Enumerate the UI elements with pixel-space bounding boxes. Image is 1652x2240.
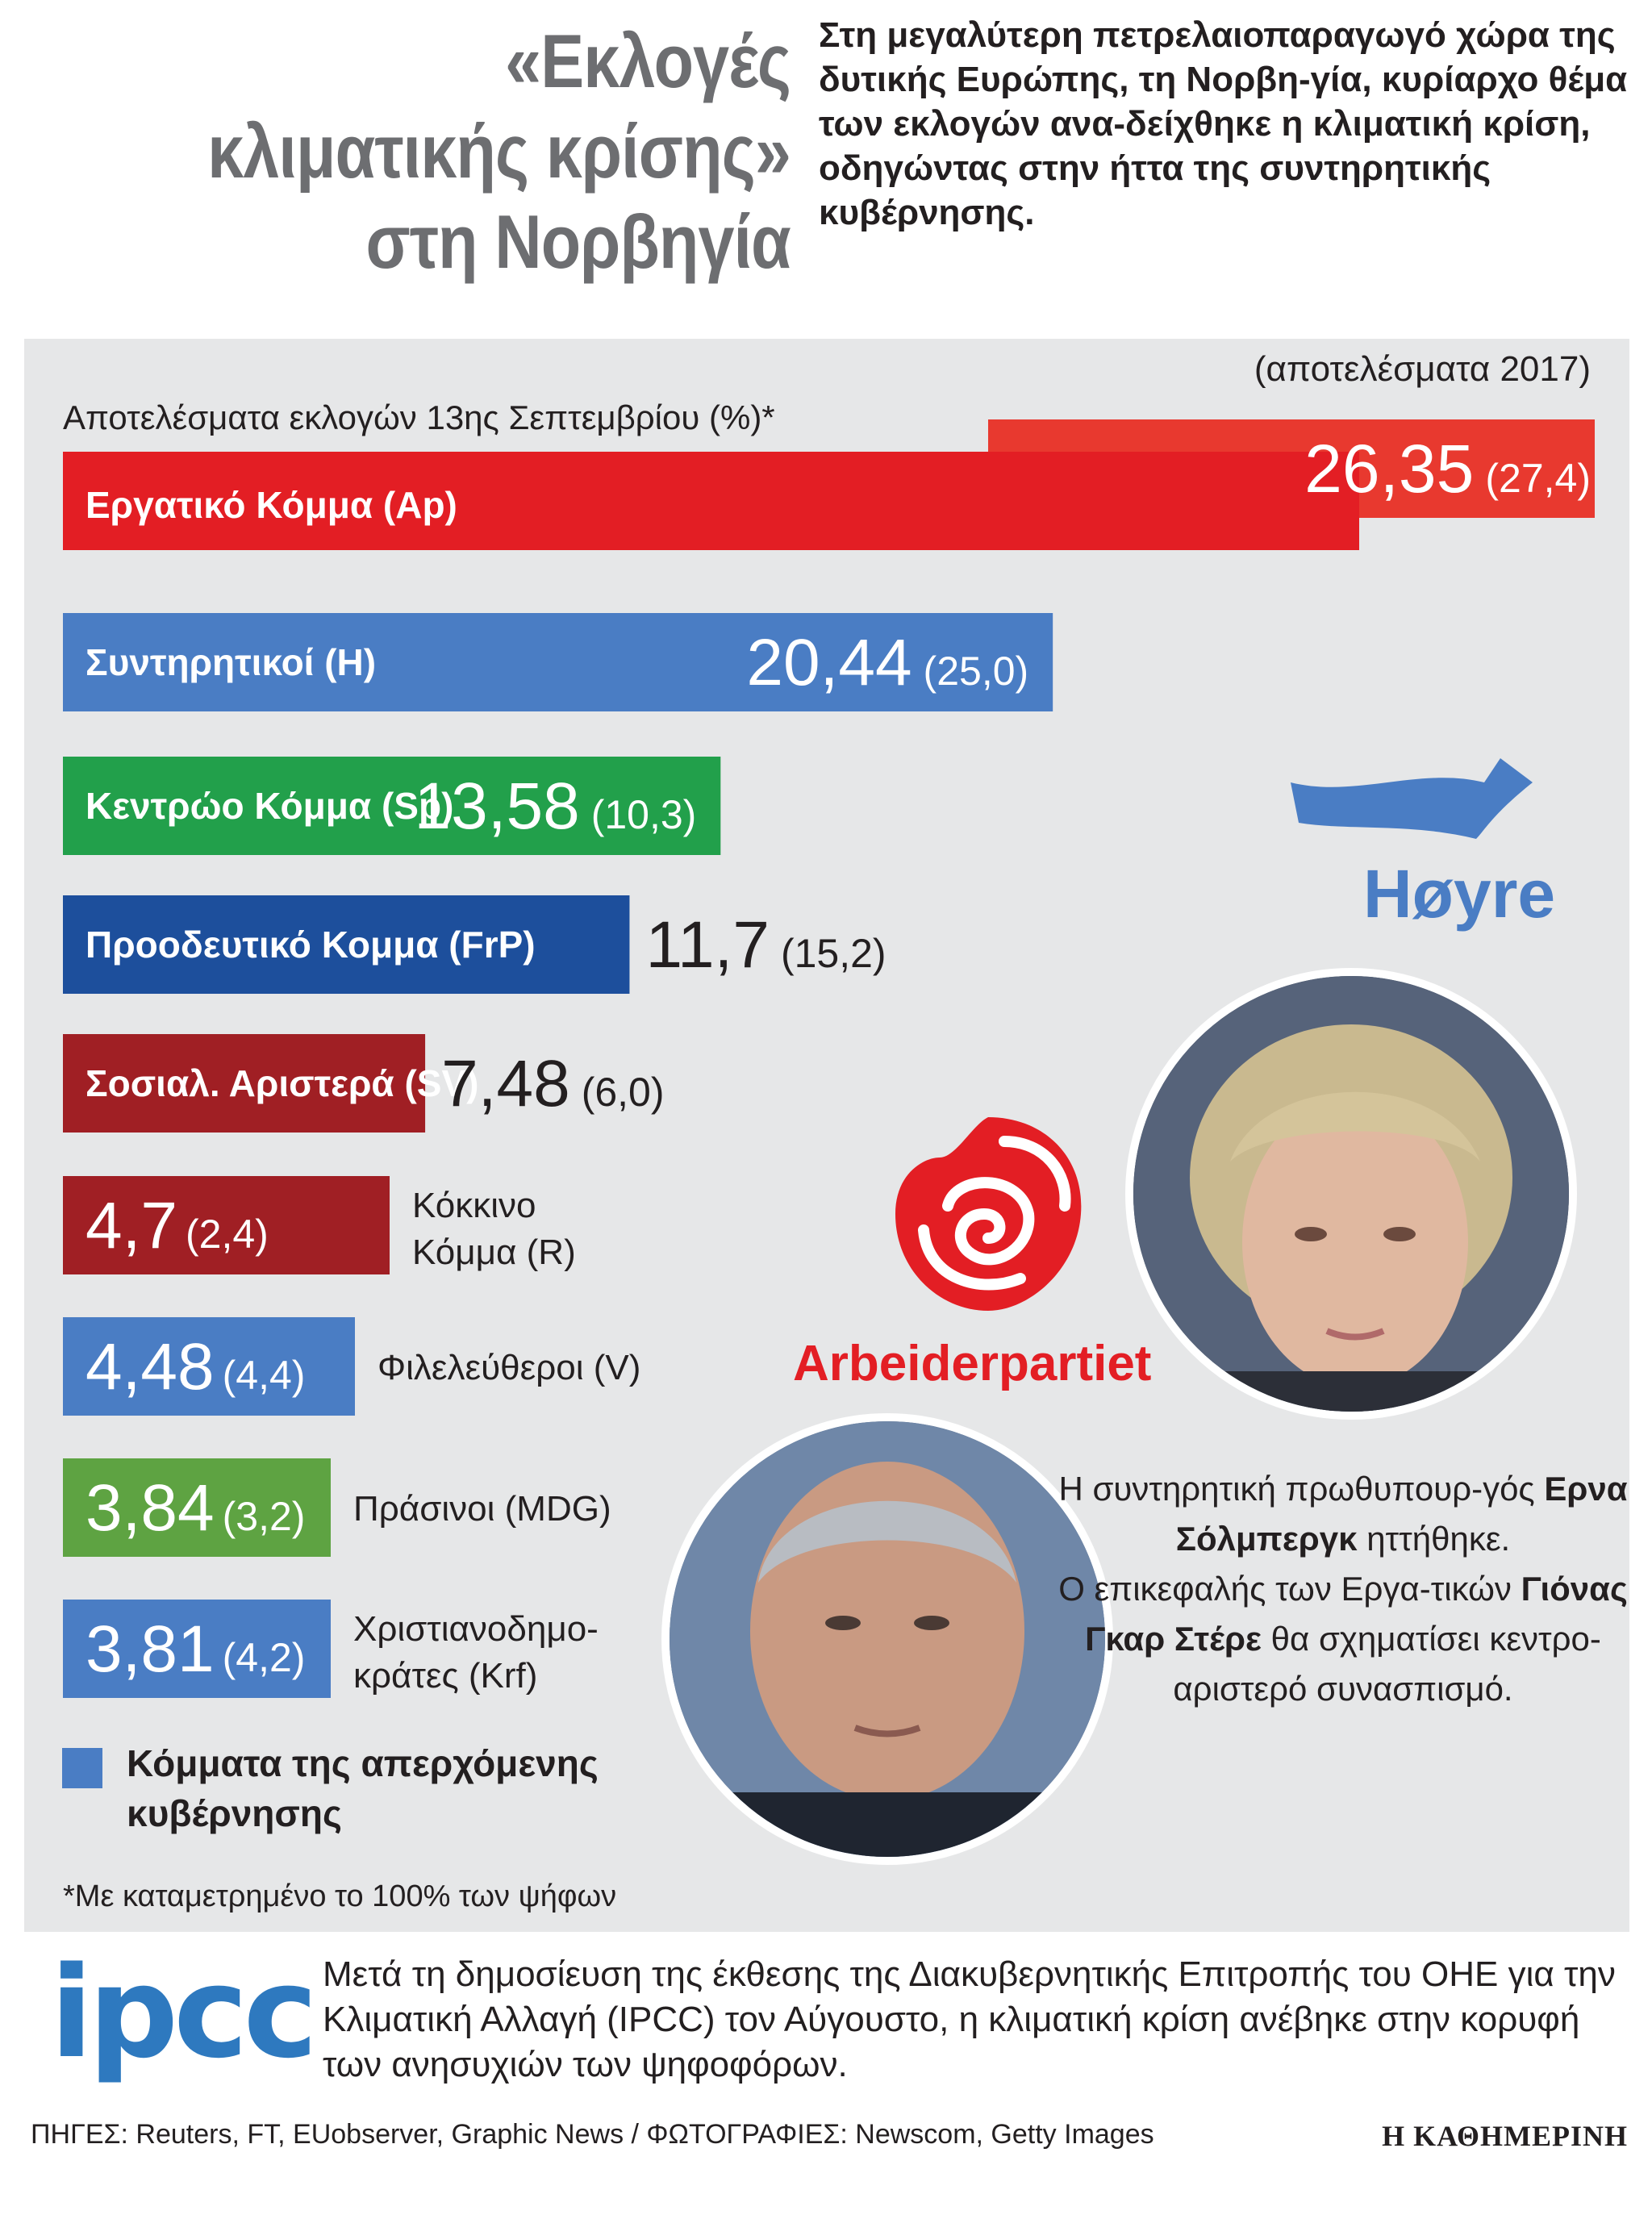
brand-logo: Η ΚΑΘΗΜΕΡΙΝΗ	[1382, 2120, 1628, 2152]
hoyre-logo-text: Høyre	[1363, 856, 1556, 932]
caption-name-solberg: Ερνα Σόλμπεργκ	[1175, 1470, 1628, 1558]
value-current-7: 3,84	[86, 1471, 215, 1545]
value-current-labour: 26,35	[1304, 431, 1474, 507]
bar-label-2: Κεντρώο Κόμμα (Sp)	[86, 785, 453, 827]
value-label-3: 11,7 (15,2)	[645, 908, 886, 982]
value-current-2: 13,58	[414, 770, 579, 843]
hoyre-flag-logo	[1291, 758, 1533, 839]
title-line-3: στη Νορβηγία	[365, 199, 791, 284]
value-label-1: 20,44 (25,0)	[746, 626, 1028, 699]
bar-ext-label-8-b: κράτες (Krf)	[353, 1656, 537, 1696]
title-line-1: «Εκλογές	[505, 19, 791, 103]
bar-2	[63, 757, 721, 855]
bar-ext-label-5-a: Κόκκινο	[412, 1186, 536, 1225]
bar-ext-label-6: Φιλελεύθεροι (V)	[378, 1348, 640, 1387]
intro-text: Στη μεγαλύτερη πετρελαιοπαραγωγό χώρα τη…	[819, 15, 1628, 232]
value-current-8: 3,81	[86, 1612, 215, 1686]
value-previous-4: (6,0)	[582, 1070, 665, 1115]
caption-text-3: Ο επικεφαλής των Εργα-τικών	[1058, 1570, 1521, 1608]
value-label-6: 4,48 (4,4)	[86, 1330, 305, 1404]
page-title: «Εκλογές κλιματικής κρίσης» στη Νορβηγία	[131, 16, 791, 287]
value-current-1: 20,44	[746, 626, 912, 699]
legend-swatch	[62, 1748, 102, 1788]
portrait-jonas-gahr-store	[661, 1413, 1113, 1865]
bar-labour	[63, 452, 1359, 550]
portrait-erna-solberg	[1125, 968, 1577, 1420]
title-line-2: κλιματικής κρίσης»	[207, 109, 791, 194]
caption-text-1: Η συντηρητική πρωθυπουρ-γός	[1058, 1470, 1545, 1508]
value-previous-3: (15,2)	[781, 931, 886, 976]
bar-label-1: Συντηρητικοί (H)	[86, 641, 376, 683]
value-previous-8: (4,2)	[223, 1635, 306, 1680]
caption-text-4: θα σχηματίσει κεντρο-αριστερό συνασπισμό…	[1173, 1620, 1601, 1708]
value-previous-labour: (27,4)	[1485, 456, 1591, 501]
footnote: *Με καταμετρημένο το 100% των ψήφων	[63, 1879, 617, 1913]
sources-credit: ΠΗΓΕΣ: Reuters, FT, EUobserver, Graphic …	[31, 2119, 1154, 2150]
value-previous-6: (4,4)	[223, 1353, 306, 1398]
value-current-5: 4,7	[86, 1189, 177, 1262]
photo-caption: Η συντηρητική πρωθυπουρ-γός Ερνα Σόλμπερ…	[1049, 1464, 1637, 1714]
rose-icon	[895, 1117, 1082, 1311]
bar-7	[63, 1458, 331, 1557]
arbeiderpartiet-logo-text: Arbeiderpartiet	[793, 1336, 1152, 1391]
value-current-4: 7,48	[441, 1047, 570, 1120]
bar-ext-label-5-b: Κόμμα (R)	[412, 1233, 576, 1272]
value-label-8: 3,81 (4,2)	[86, 1612, 305, 1686]
bar-5	[63, 1176, 390, 1274]
ipcc-text: Μετά τη δημοσίευση της έκθεσης της Διακυ…	[323, 1954, 1616, 2084]
caption-text-2: ηττήθηκε.	[1357, 1520, 1511, 1558]
bar-label-4: Σοσιαλ. Αριστερά (SV)	[86, 1062, 478, 1104]
previous-results-label: (αποτελέσματα 2017)	[1254, 349, 1591, 389]
chart-title: Αποτελέσματα εκλογών 13ης Σεπτεμβρίου (%…	[63, 398, 775, 436]
bar-1	[63, 613, 1053, 711]
value-label-5: 4,7 (2,4)	[86, 1189, 269, 1262]
bar-ext-label-8-a: Χριστιανοδημο-	[353, 1609, 599, 1649]
bar-label-labour: Εργατικό Κόμμα (Ap)	[86, 484, 457, 526]
value-previous-5: (2,4)	[186, 1212, 269, 1257]
bar-6	[63, 1317, 355, 1416]
value-previous-7: (3,2)	[223, 1494, 306, 1539]
value-label-7: 3,84 (3,2)	[86, 1471, 305, 1545]
bar-4	[63, 1034, 426, 1133]
bar-chart: Αποτελέσματα εκλογών 13ης Σεπτεμβρίου (%…	[63, 349, 1595, 1698]
value-previous-2: (10,3)	[591, 792, 697, 837]
caption-name-store: Γιόνας Γκαρ Στέρε	[1085, 1570, 1628, 1658]
bar-label-3: Προοδευτικό Κομμα (FrP)	[86, 924, 536, 966]
value-label-2: 13,58 (10,3)	[414, 770, 696, 843]
bar-8	[63, 1600, 331, 1698]
value-current-6: 4,48	[86, 1330, 215, 1404]
value-previous-1: (25,0)	[924, 649, 1029, 694]
bar-3	[63, 895, 630, 994]
value-label-4: 7,48 (6,0)	[441, 1047, 664, 1120]
legend-label: Κόμματα της απερχόμενης κυβέρνησης	[127, 1742, 599, 1834]
value-current-3: 11,7	[645, 908, 770, 982]
bar-ext-label-7: Πράσινοι (MDG)	[353, 1489, 611, 1529]
ipcc-logo: ipcc	[50, 1939, 318, 2086]
value-label-labour: 26,35 (27,4)	[1304, 431, 1591, 507]
